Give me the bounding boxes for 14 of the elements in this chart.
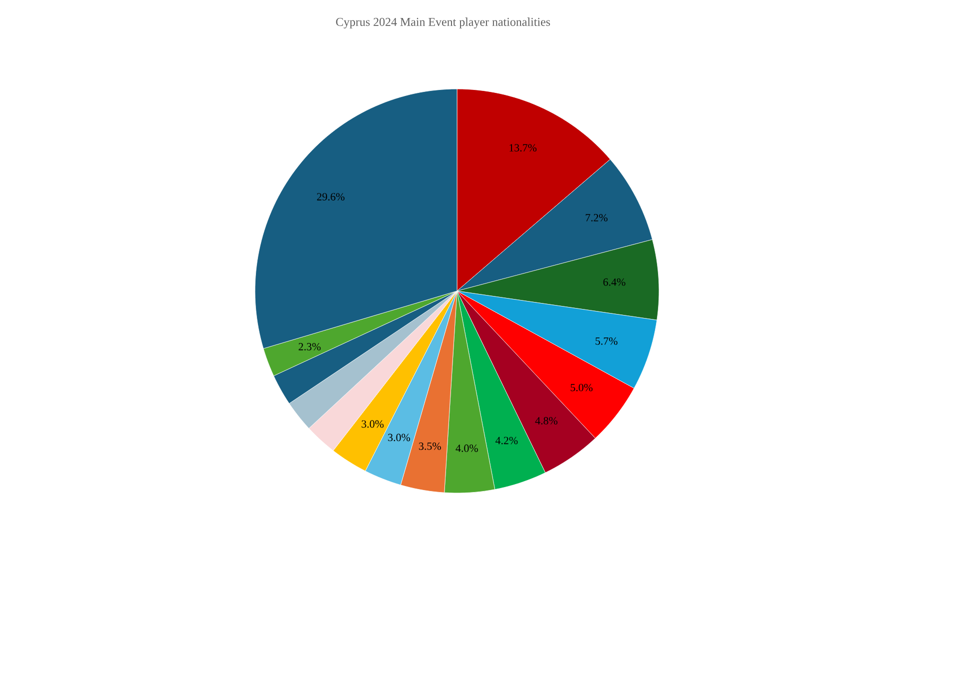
data-label: 4.8% [535,417,558,424]
data-label: 5.7% [596,337,618,345]
data-label: 3.5% [419,442,441,450]
data-label: 5.0% [570,384,593,392]
data-label: 4.0% [456,444,478,452]
data-label: 3.0% [362,420,384,428]
chart-title: Cyprus 2024 Main Event player nationalities [336,18,550,28]
data-label: 6.4% [603,278,626,286]
data-label: 13.7% [510,144,537,152]
data-label: 7.2% [586,214,608,222]
data-label: 4.2% [495,436,518,444]
data-label: 29.6% [317,193,344,201]
data-label: 2.3% [298,342,321,350]
data-label: 3.0% [388,434,410,442]
